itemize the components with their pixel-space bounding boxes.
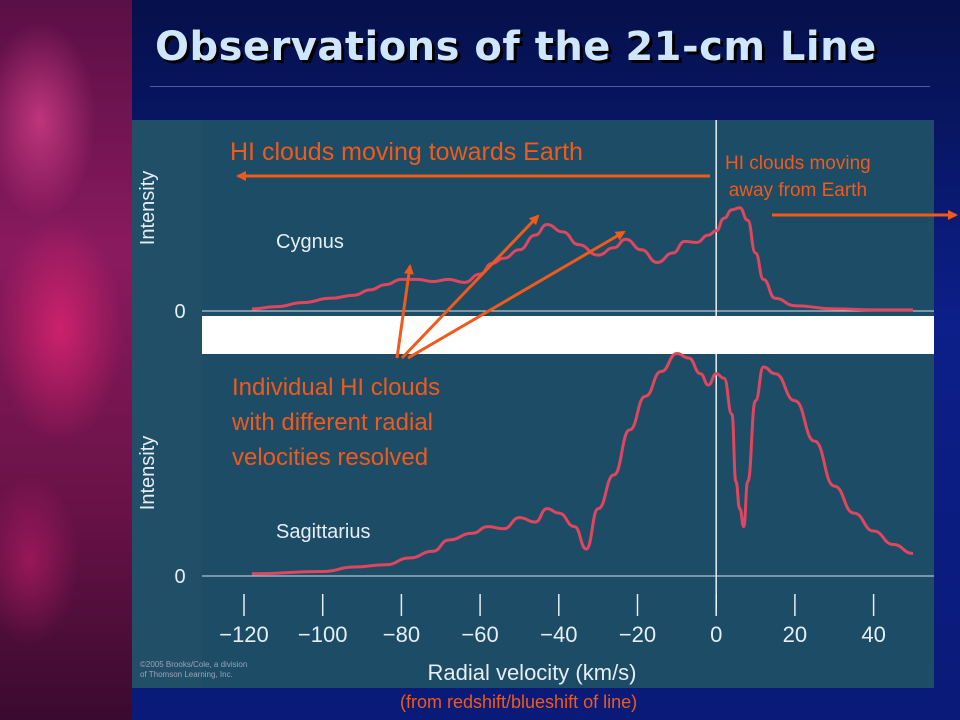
- panel-label-cygnus: Cygnus: [276, 231, 344, 253]
- panel-label-sagittarius: Sagittarius: [276, 521, 371, 543]
- copyright-line-2: of Thomson Learning, Inc.: [140, 670, 233, 679]
- away-from-earth-label: HI clouds moving away from Earth: [725, 150, 871, 204]
- nebula-side-image: [0, 0, 132, 720]
- individual-label-line-3: velocities resolved: [232, 444, 429, 471]
- title-underline: [150, 86, 930, 87]
- away-label-line-1: HI clouds moving: [725, 153, 871, 174]
- x-tick-label-4: −40: [540, 622, 577, 647]
- y-axis-title-2: Intensity: [137, 436, 159, 510]
- x-tick-label-6: 0: [710, 622, 722, 647]
- x-tick-label-1: −100: [298, 622, 348, 647]
- x-tick-label-8: 40: [861, 622, 885, 647]
- x-axis-title: Radial velocity (km/s): [427, 660, 636, 685]
- spectrum-chart: Intensity 0 Intensity 0 −120 −100 −80 −60 −40 −20…: [132, 120, 934, 688]
- individual-label-line-1: Individual HI clouds: [232, 374, 441, 401]
- x-tick-label-2: −80: [383, 622, 420, 647]
- x-tick-label-0: −120: [219, 622, 269, 647]
- y-zero-label-1: 0: [174, 301, 185, 323]
- slide-title: Observations of the 21-cm Line: [155, 24, 877, 70]
- individual-clouds-label: Individual HI clouds with different radi…: [232, 370, 440, 475]
- towards-earth-label: HI clouds moving towards Earth: [230, 138, 583, 166]
- x-tick-label-7: 20: [783, 622, 807, 647]
- y-zero-label-2: 0: [174, 566, 185, 588]
- copyright-line-1: ©2005 Brooks/Cole, a division: [140, 660, 248, 669]
- x-tick-label-3: −60: [461, 622, 498, 647]
- redshift-caption: (from redshift/blueshift of line): [400, 692, 638, 712]
- individual-label-line-2: with different radial: [232, 409, 433, 436]
- copyright-notice: ©2005 Brooks/Cole, a division of Thomson…: [140, 660, 247, 680]
- x-tick-label-5: −20: [619, 622, 656, 647]
- spectrum-curve-sagittarius: [251, 352, 914, 576]
- panel-separator: [132, 316, 934, 354]
- away-label-line-2: away from Earth: [728, 180, 868, 201]
- y-axis-title-1: Intensity: [137, 171, 159, 245]
- label-gutter: [132, 120, 202, 688]
